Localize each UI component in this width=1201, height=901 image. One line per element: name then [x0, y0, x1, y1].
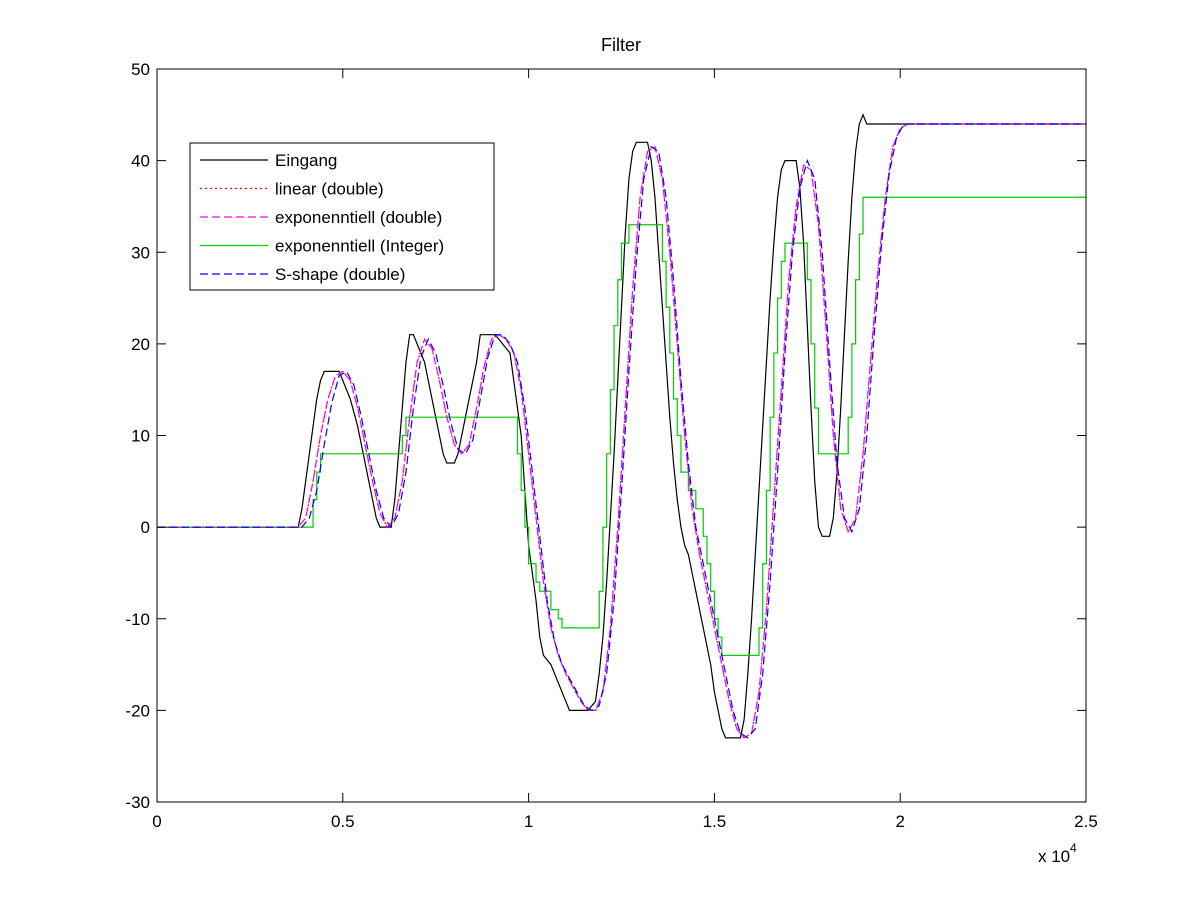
x-tick-label: 0 — [152, 812, 161, 831]
x-tick-label: 2.5 — [1074, 812, 1098, 831]
y-tick-label: -10 — [125, 610, 150, 629]
x-multiplier-exponent: 4 — [1070, 841, 1077, 855]
legend-label: exponenntiell (Integer) — [275, 237, 444, 256]
y-tick-label: 20 — [131, 335, 150, 354]
y-tick-label: 30 — [131, 243, 150, 262]
ticks-layer: 0 0.5 1 1.5 2 2.5 -30 -20 -10 0 10 20 30 40 50 — [125, 60, 1097, 831]
y-tick-label: 10 — [131, 427, 150, 446]
x-multiplier-label: x 10 — [1038, 847, 1070, 866]
legend-label: S-shape (double) — [275, 265, 405, 284]
series-layer — [157, 113, 1086, 739]
y-tick-label: 50 — [131, 60, 150, 79]
chart-title: Filter — [601, 35, 641, 55]
x-tick-label: 2 — [895, 812, 904, 831]
y-tick-label: -20 — [125, 701, 150, 720]
legend-items: Eingang linear (double) exponenntiell (dou… — [200, 151, 444, 284]
legend-label: exponenntiell (double) — [275, 208, 442, 227]
series-line-exponenntiell-integer — [157, 196, 1086, 657]
y-tick-label: 40 — [131, 152, 150, 171]
x-tick-label: 1.5 — [703, 812, 727, 831]
y-tick-label: 0 — [141, 518, 150, 537]
legend: Eingang linear (double) exponenntiell (dou… — [189, 142, 495, 291]
legend-label: linear (double) — [275, 180, 384, 199]
x-multiplier: x 10 4 — [1038, 841, 1077, 866]
x-tick-label: 0.5 — [331, 812, 355, 831]
series-line-eingang — [157, 113, 1086, 739]
x-tick-label: 1 — [524, 812, 533, 831]
series-line-s-shape-double — [157, 123, 1086, 739]
legend-label: Eingang — [275, 151, 337, 170]
y-tick-label: -30 — [125, 793, 150, 812]
